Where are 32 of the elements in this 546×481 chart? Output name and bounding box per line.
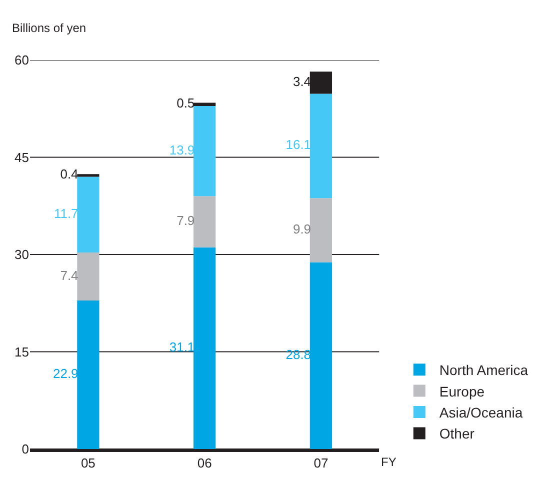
bar [77, 252, 100, 301]
bar [310, 94, 332, 198]
data-label: 0.5 [176, 96, 195, 111]
bar [194, 247, 216, 449]
data-label: 7.9 [176, 213, 195, 228]
y-axis-title: Billions of yen [12, 21, 86, 35]
bar [194, 196, 216, 248]
bar [194, 106, 216, 196]
bar [77, 174, 100, 177]
y-tick-label: 0 [22, 442, 29, 457]
x-axis-title: FY [381, 455, 396, 469]
legend-label: Other [439, 426, 475, 442]
legend-label: Europe [439, 383, 485, 400]
data-label: 0.4 [60, 166, 78, 182]
bar [77, 300, 100, 449]
y-tick-label: 45 [14, 150, 29, 165]
y-tick-label: 30 [14, 247, 29, 262]
x-tick-label: 05 [80, 456, 96, 471]
bar [77, 176, 100, 253]
data-label: 3.4 [292, 74, 312, 89]
x-tick-label: 06 [197, 456, 212, 471]
bar [310, 262, 332, 449]
data-label: 7.4 [60, 268, 78, 283]
bar [310, 198, 332, 262]
x-tick-label: 07 [314, 456, 328, 471]
legend-label: Asia/Oceania [439, 404, 523, 420]
y-tick-label: 60 [14, 52, 29, 68]
data-label: 9.9 [292, 221, 312, 236]
bar [310, 72, 332, 94]
y-tick-label: 15 [14, 344, 29, 360]
data-label: 16.1 [286, 137, 312, 152]
legend-label: North America [439, 362, 528, 378]
